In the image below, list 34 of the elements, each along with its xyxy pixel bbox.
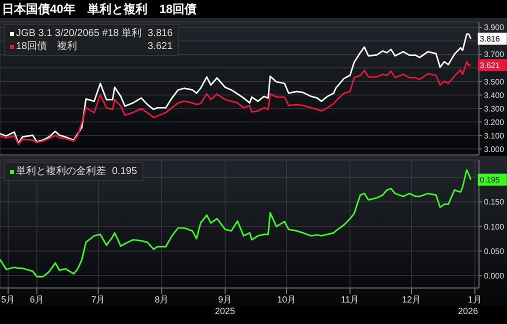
- x-tick-label: 11月: [340, 294, 360, 304]
- x-tick-label: 10月: [277, 294, 296, 304]
- x-tick-label: 8月: [154, 294, 169, 304]
- legend-label: 単利と複利の金利差: [16, 165, 106, 178]
- chart-title: 日本国債40年 単利と複利 18回債: [1, 1, 198, 18]
- y-tick-label: 0.100: [484, 222, 505, 232]
- x-tick-label: 1月: [468, 294, 482, 304]
- line-series: [0, 60, 472, 146]
- text: 3.816: [148, 28, 173, 39]
- y-tick-label: 3.000: [484, 144, 505, 154]
- x-tick-label: 12月: [402, 294, 421, 304]
- data-label: 3.621: [480, 61, 500, 70]
- text: 3.621: [148, 41, 173, 52]
- x-tick-label: 5月: [1, 294, 16, 304]
- x-tick-label: 7月: [91, 294, 106, 304]
- y-tick-label: 0.150: [484, 198, 505, 207]
- text: 2025: [215, 306, 236, 316]
- x-tick-label: 6月: [30, 294, 44, 304]
- y-tick-label: 3.900: [484, 23, 505, 32]
- y-tick-label: 0.050: [484, 246, 505, 256]
- y-tick-label: 3.300: [484, 104, 505, 114]
- y-tick-label: 3.100: [484, 131, 505, 140]
- y-tick-label: 3.500: [484, 77, 505, 86]
- legend-label: 18回債 複利: [16, 40, 78, 53]
- y-tick-label: 3.700: [484, 50, 505, 60]
- text: 0.195: [112, 166, 138, 177]
- text: 2026: [458, 306, 478, 316]
- x-tick-label: 9月: [218, 294, 232, 304]
- data-label: 3.816: [480, 34, 500, 44]
- legend-label: JGB 3.1 3/20/2065 #18 単利: [16, 27, 142, 40]
- y-tick-label: 0.000: [484, 272, 505, 281]
- data-label: 0.195: [480, 176, 500, 185]
- y-tick-label: 3.200: [484, 118, 505, 127]
- y-tick-label: 3.400: [484, 90, 505, 100]
